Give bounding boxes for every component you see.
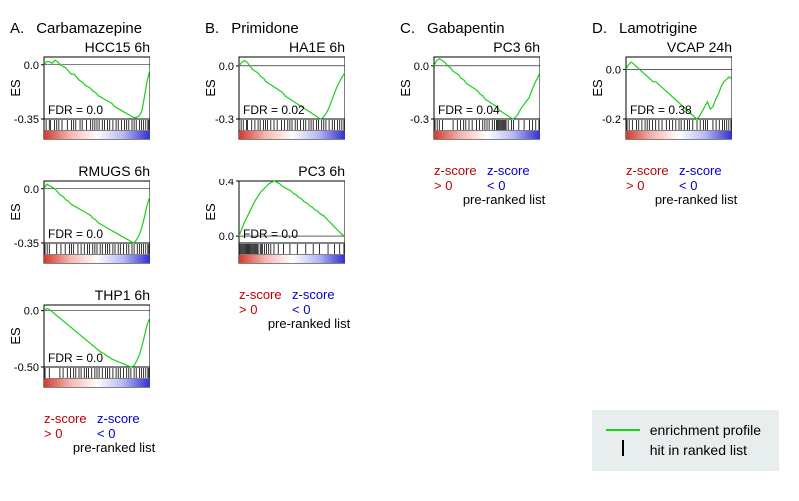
preranked-label: pre-ranked list [400,192,574,207]
svg-text:0.4: 0.4 [219,179,234,188]
column-letter: A. [10,20,24,37]
column: B. Primidone HA1E 6h 0.0 -0.3 ES FDR = 0.02 PC3… [205,20,379,331]
panel-title: HA1E 6h [205,39,349,55]
column-letter: C. [400,20,415,37]
legend-label: enrichment profile [650,422,761,438]
column-header: B. Primidone [205,20,379,37]
svg-text:FDR = 0.0: FDR = 0.0 [48,227,103,241]
legend: enrichment profile hit in ranked list [592,410,779,471]
svg-text:0.0: 0.0 [24,60,39,72]
gsea-chart: 0.0 -0.35 ES FDR = 0.0 [10,179,150,279]
svg-text:0.0: 0.0 [219,61,234,73]
legend-line-icon [606,429,640,431]
gsea-chart: 0.0 -0.3 ES FDR = 0.04 [400,55,540,155]
zscore-pos: z-score > 0 [434,163,487,193]
svg-text:FDR = 0.0: FDR = 0.0 [48,103,103,117]
column-letter: D. [592,20,607,37]
svg-text:0.0: 0.0 [24,306,39,318]
zscore-key: z-score > 0z-score < 0 [400,163,574,193]
column-title: Gabapentin [427,20,505,37]
gsea-panel: PC3 6h 0.0 -0.3 ES FDR = 0.04 [400,39,574,155]
zscore-neg: z-score < 0 [292,287,345,317]
column-header: D. Lamotrigine [592,20,766,37]
gsea-panel: HA1E 6h 0.0 -0.3 ES FDR = 0.02 [205,39,379,155]
svg-text:FDR = 0.02: FDR = 0.02 [243,103,305,117]
gsea-chart: 0.0 0.4 ES FDR = 0.0 [205,179,345,279]
svg-text:0.0: 0.0 [24,184,39,196]
panel-title: PC3 6h [205,163,349,179]
gsea-panel: PC3 6h 0.0 0.4 ES FDR = 0.0 [205,163,379,279]
legend-row: enrichment profile [606,422,761,438]
svg-text:FDR = 0.0: FDR = 0.0 [48,351,103,365]
zscore-key: z-score > 0z-score < 0 [592,163,766,193]
gsea-chart: 0.0 -0.3 ES FDR = 0.02 [205,55,345,155]
gsea-panel: THP1 6h 0.0 -0.50 ES FDR = 0.0 [10,287,184,403]
gsea-chart: 0.0 -0.50 ES FDR = 0.0 [10,303,150,403]
panel-title: RMUGS 6h [10,163,154,179]
svg-text:-0.50: -0.50 [14,362,39,374]
legend-label: hit in ranked list [650,442,747,458]
svg-text:0.0: 0.0 [219,231,234,243]
column-header: C. Gabapentin [400,20,574,37]
svg-text:-0.3: -0.3 [410,114,429,126]
zscore-pos: z-score > 0 [44,411,97,441]
zscore-pos: z-score > 0 [239,287,292,317]
svg-text:-0.3: -0.3 [215,114,234,126]
svg-text:FDR = 0.0: FDR = 0.0 [243,227,298,241]
zscore-key: z-score > 0z-score < 0 [10,411,184,441]
column: D. Lamotrigine VCAP 24h 0.0 -0.2 ES FDR = 0.38… [592,20,766,207]
legend-row: hit in ranked list [606,440,761,459]
preranked-label: pre-ranked list [205,316,379,331]
svg-text:0.0: 0.0 [414,61,429,73]
column-title: Lamotrigine [619,20,697,37]
svg-text:0.0: 0.0 [606,64,621,76]
gsea-panel: HCC15 6h 0.0 -0.35 ES FDR = 0.0 [10,39,184,155]
preranked-label: pre-ranked list [592,192,766,207]
svg-text:ES: ES [10,327,23,345]
column-letter: B. [205,20,219,37]
preranked-label: pre-ranked list [10,440,184,455]
zscore-neg: z-score < 0 [679,163,732,193]
column-title: Primidone [231,20,299,37]
legend-tick-icon [606,440,640,459]
svg-text:ES: ES [10,79,23,97]
zscore-neg: z-score < 0 [487,163,540,193]
svg-text:-0.35: -0.35 [14,114,39,126]
zscore-pos: z-score > 0 [626,163,679,193]
gsea-panel: VCAP 24h 0.0 -0.2 ES FDR = 0.38 [592,39,766,155]
panel-title: THP1 6h [10,287,154,303]
column-title: Carbamazepine [36,20,142,37]
column: C. Gabapentin PC3 6h 0.0 -0.3 ES FDR = 0.04 z-s… [400,20,574,207]
svg-text:ES: ES [205,79,218,97]
panel-title: HCC15 6h [10,39,154,55]
gsea-chart: 0.0 -0.35 ES FDR = 0.0 [10,55,150,155]
column-header: A. Carbamazepine [10,20,184,37]
svg-text:ES: ES [592,79,605,97]
zscore-neg: z-score < 0 [97,411,150,441]
svg-text:ES: ES [205,203,218,221]
panel-title: PC3 6h [400,39,544,55]
svg-text:FDR = 0.38: FDR = 0.38 [630,103,692,117]
svg-text:ES: ES [400,79,413,97]
zscore-key: z-score > 0z-score < 0 [205,287,379,317]
svg-text:ES: ES [10,203,23,221]
gsea-panel: RMUGS 6h 0.0 -0.35 ES FDR = 0.0 [10,163,184,279]
svg-text:-0.35: -0.35 [14,238,39,250]
column: A. Carbamazepine HCC15 6h 0.0 -0.35 ES FDR = 0… [10,20,184,455]
figure: A. Carbamazepine HCC15 6h 0.0 -0.35 ES FDR = 0… [10,20,789,481]
panel-title: VCAP 24h [592,39,736,55]
svg-text:FDR = 0.04: FDR = 0.04 [438,103,500,117]
svg-text:-0.2: -0.2 [602,114,621,126]
gsea-chart: 0.0 -0.2 ES FDR = 0.38 [592,55,732,155]
